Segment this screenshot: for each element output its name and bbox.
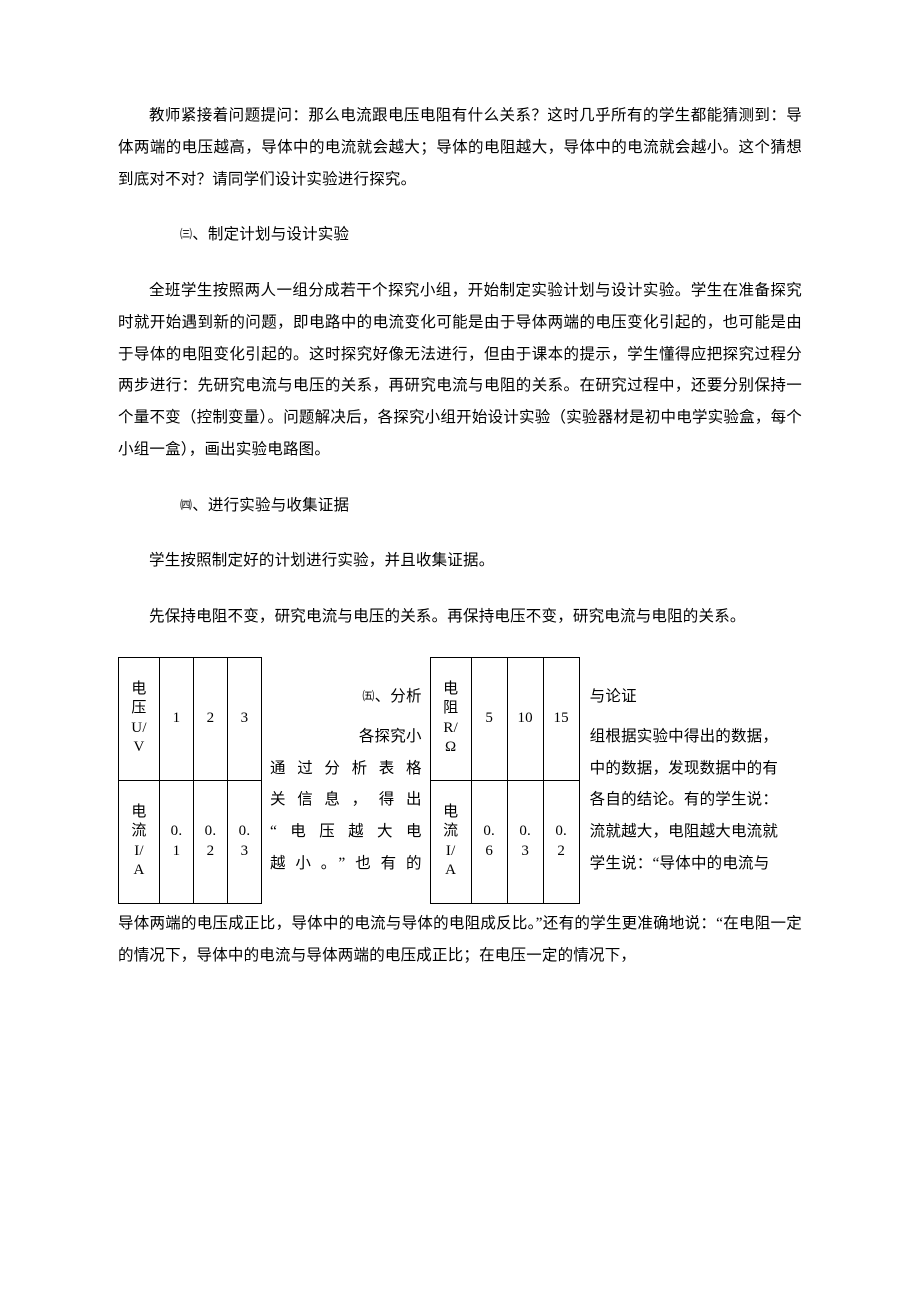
marker-5: ㈤ (362, 684, 374, 709)
mid-line-5: “电压越大电 (270, 816, 422, 848)
right-line-2: 组根据实验中得出的数据， (590, 721, 802, 753)
heading-3-text: 、制定计划与设计实验 (192, 226, 349, 243)
t2-cell: 0.3 (507, 780, 543, 903)
t2-cell: 0.2 (543, 780, 579, 903)
t2-cell: 15 (543, 657, 579, 780)
t1-cell: 0.1 (160, 780, 194, 903)
paragraph-5: 学生按照制定好的计划进行实验，并且收集证据。 (118, 545, 802, 577)
right-line-6: 学生说：“导体中的电流与 (590, 848, 802, 880)
t1-cell: 1 (160, 657, 194, 780)
mid-line-6: 越小。”也有的 (270, 848, 422, 880)
mid-line-2: 各探究小 (270, 721, 422, 753)
right-line-4: 各自的结论。有的学生说： (590, 784, 802, 816)
section-heading-4: ㈣、进行实验与收集证据 (118, 490, 802, 522)
t2-r2-header: 电流I/A (430, 780, 471, 903)
t1-cell: 3 (228, 657, 262, 780)
continuation-paragraph: 导体两端的电压成正比，导体中的电流与导体的电阻成反比。”还有的学生更准确地说：“… (118, 908, 802, 972)
mid-line-4: 关信息，得出 (270, 784, 422, 816)
resistance-current-table: 电阻R/Ω 5 10 15 电流I/A 0.6 0.3 0.2 (430, 657, 580, 904)
t1-r1-header: 电压U/V (119, 657, 160, 780)
document-page: 教师紧接着问题提问：那么电流跟电压电阻有什么关系？这时几乎所有的学生都能猜测到：… (0, 0, 920, 1302)
table-row: 电流I/A 0.1 0.2 0.3 (119, 780, 262, 903)
marker-3: ㈢ (149, 222, 192, 247)
section-heading-3: ㈢、制定计划与设计实验 (118, 219, 802, 251)
t1-cell: 0.2 (194, 780, 228, 903)
mid-line-1: 、分析 (375, 688, 422, 705)
right-line-1: 与论证 (590, 681, 802, 713)
right-line-5: 流就越大，电阻越大电流就 (590, 816, 802, 848)
heading-4-text: 、进行实验与收集证据 (192, 497, 349, 514)
marker-4: ㈣ (149, 493, 192, 518)
t2-cell: 10 (507, 657, 543, 780)
table-row: 电阻R/Ω 5 10 15 (430, 657, 579, 780)
paragraph-3: 全班学生按照两人一组分成若干个探究小组，开始制定实验计划与设计实验。学生在准备探… (118, 275, 802, 466)
right-line-3: 中的数据，发现数据中的有 (590, 753, 802, 785)
t2-r1-header: 电阻R/Ω (430, 657, 471, 780)
tables-text-flow: 电压U/V 1 2 3 电流I/A 0.1 0.2 0.3 ㈤、分析 各探究小 … (118, 657, 802, 904)
t2-cell: 5 (471, 657, 507, 780)
table-row: 电流I/A 0.6 0.3 0.2 (430, 780, 579, 903)
wrapped-text-middle: ㈤、分析 各探究小 通过分析表格 关信息，得出 “电压越大电 越小。”也有的 (270, 681, 422, 880)
paragraph-6: 先保持电阻不变，研究电流与电压的关系。再保持电压不变，研究电流与电阻的关系。 (118, 601, 802, 633)
t1-cell: 0.3 (228, 780, 262, 903)
table-row: 电压U/V 1 2 3 (119, 657, 262, 780)
mid-line-3: 通过分析表格 (270, 753, 422, 785)
t2-cell: 0.6 (471, 780, 507, 903)
paragraph-1: 教师紧接着问题提问：那么电流跟电压电阻有什么关系？这时几乎所有的学生都能猜测到：… (118, 100, 802, 195)
t1-cell: 2 (194, 657, 228, 780)
t1-r2-header: 电流I/A (119, 780, 160, 903)
voltage-current-table: 电压U/V 1 2 3 电流I/A 0.1 0.2 0.3 (118, 657, 262, 904)
wrapped-text-right: 与论证 组根据实验中得出的数据， 中的数据，发现数据中的有 各自的结论。有的学生… (590, 681, 802, 880)
